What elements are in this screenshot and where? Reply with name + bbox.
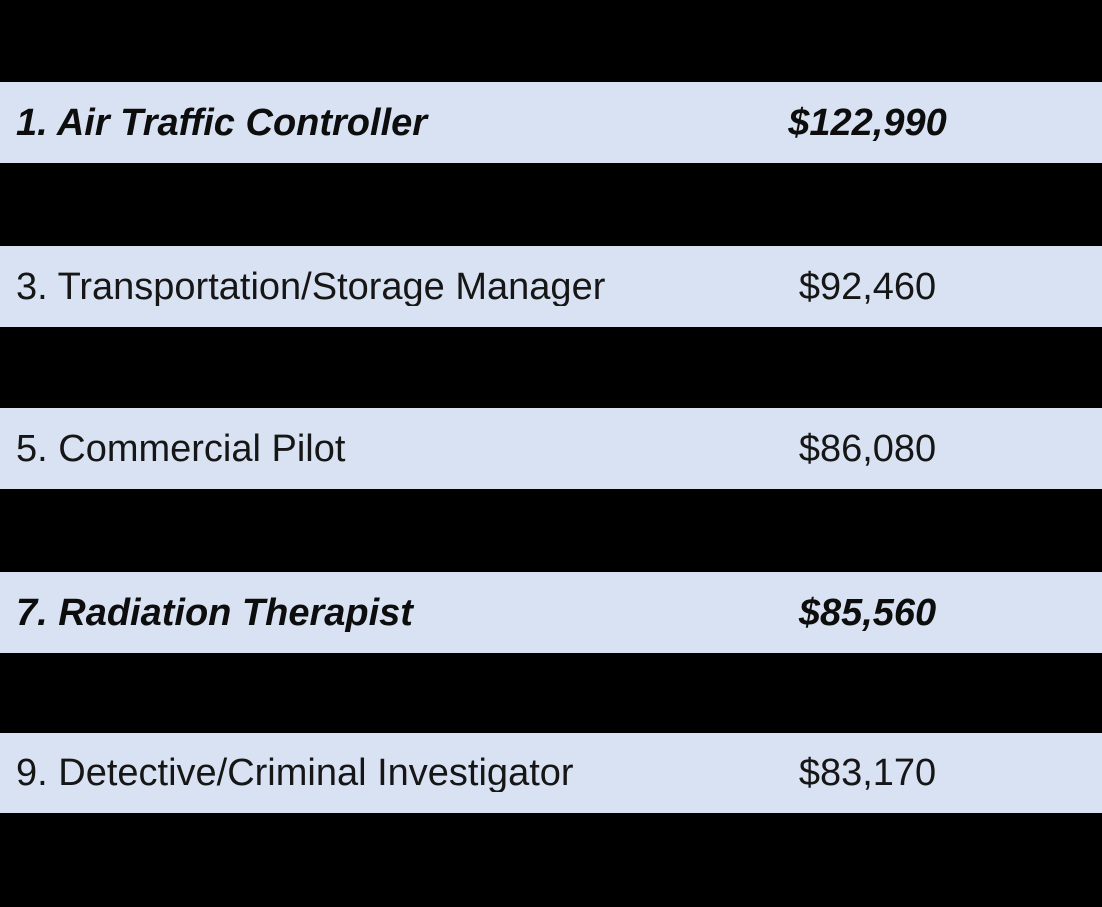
salary-cell: $86,080 xyxy=(798,429,937,468)
table-row: 1. Air Traffic Controller $122,990 xyxy=(0,82,1102,163)
job-title-cell: 1. Air Traffic Controller xyxy=(16,103,428,142)
table-row-redacted xyxy=(0,327,1102,408)
table-row: 3. Transportation/Storage Manager $92,46… xyxy=(0,246,1102,327)
job-title-cell: 9. Detective/Criminal Investigator xyxy=(16,754,574,792)
table-row: 5. Commercial Pilot $86,080 xyxy=(0,408,1102,489)
job-title-cell: 5. Commercial Pilot xyxy=(16,429,346,468)
job-title-cell: 7. Radiation Therapist xyxy=(16,593,413,632)
salary-cell: $122,990 xyxy=(788,103,947,142)
job-title-cell: 3. Transportation/Storage Manager xyxy=(16,267,606,306)
table-row-redacted xyxy=(0,489,1102,572)
table-row-redacted xyxy=(0,163,1102,246)
salary-cell: $83,170 xyxy=(798,754,937,792)
table-row-redacted xyxy=(0,813,1102,907)
table-row: 7. Radiation Therapist $85,560 xyxy=(0,572,1102,653)
table-row-redacted xyxy=(0,653,1102,733)
table-row: 9. Detective/Criminal Investigator $83,1… xyxy=(0,733,1102,813)
table-row-redacted xyxy=(0,0,1102,82)
salary-cell: $85,560 xyxy=(798,593,937,632)
salary-cell: $92,460 xyxy=(798,267,937,306)
